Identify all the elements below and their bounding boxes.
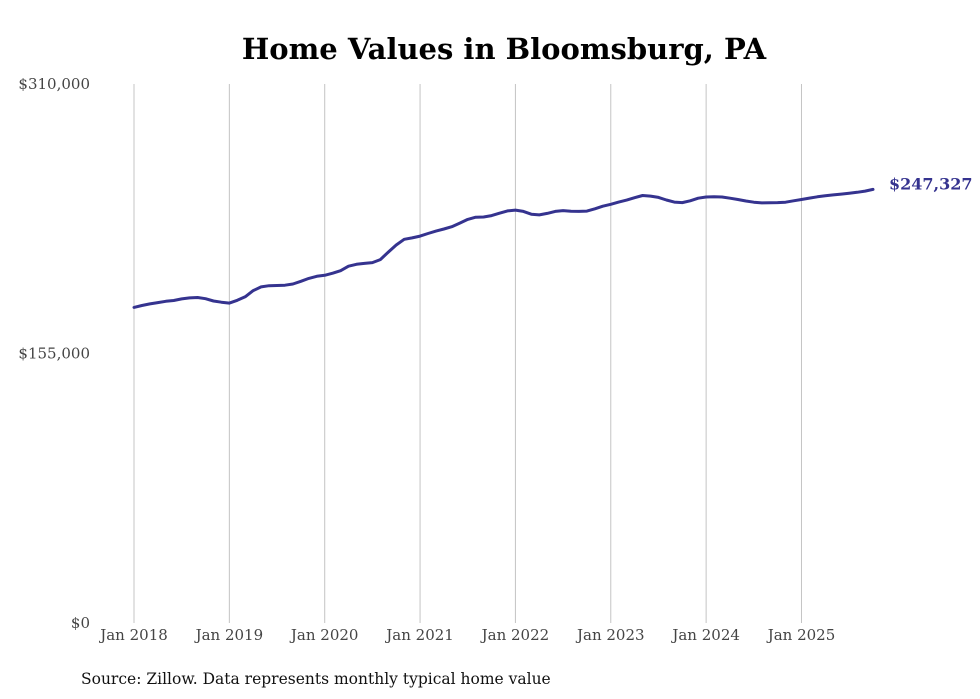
last-value-label: $247,327 xyxy=(889,174,973,193)
y-tick-label: $310,000 xyxy=(18,75,90,93)
x-tick-label: Jan 2022 xyxy=(480,626,550,644)
y-tick-label: $0 xyxy=(71,614,90,632)
x-tick-label: Jan 2025 xyxy=(766,626,836,644)
x-tick-label: Jan 2019 xyxy=(194,626,264,644)
y-axis-tick-labels: $0 $155,000 $310,000 xyxy=(18,75,90,632)
series-line-home-value xyxy=(132,187,875,309)
x-tick-label: Jan 2020 xyxy=(289,626,359,644)
source-note: Source: Zillow. Data represents monthly … xyxy=(81,670,551,688)
x-tick-label: Jan 2024 xyxy=(670,626,740,644)
chart-title: Home Values in Bloomsburg, PA xyxy=(242,32,767,66)
x-axis-tick-labels: Jan 2018 Jan 2019 Jan 2020 Jan 2021 Jan 2022… xyxy=(98,626,835,644)
y-tick-label: $155,000 xyxy=(18,345,90,363)
x-tick-label: Jan 2018 xyxy=(98,626,168,644)
x-tick-label: Jan 2021 xyxy=(384,626,454,644)
x-tick-label: Jan 2023 xyxy=(575,626,645,644)
gridlines xyxy=(133,84,802,623)
